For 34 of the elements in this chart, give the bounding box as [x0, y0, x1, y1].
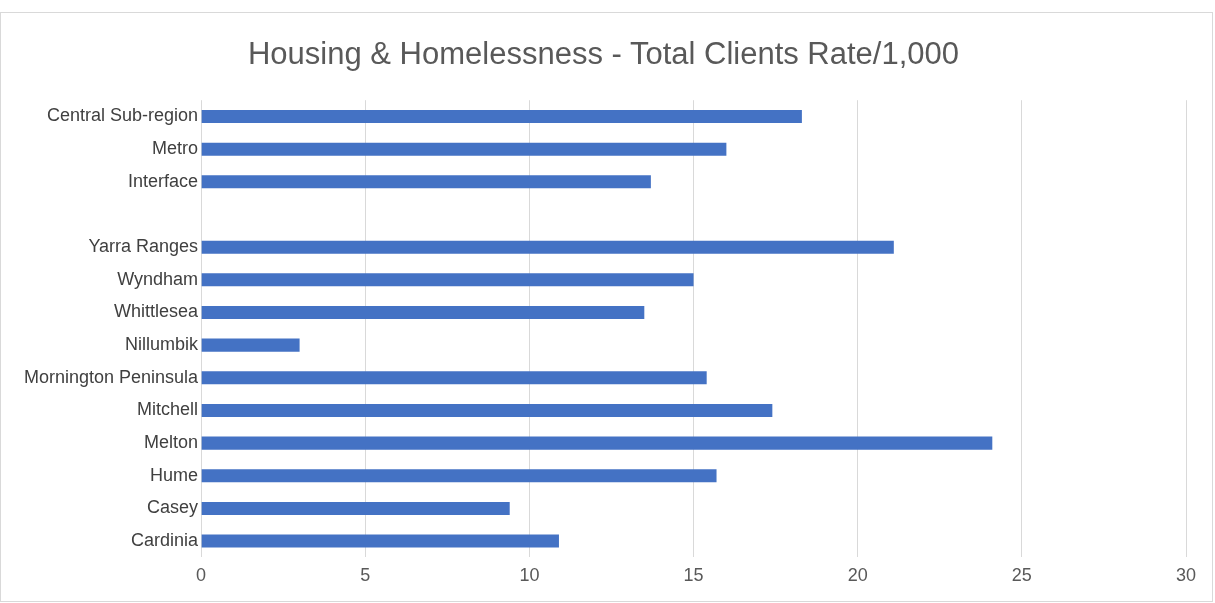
y-tick-label: Metro [152, 138, 199, 159]
bar [201, 273, 694, 287]
x-tick-label: 5 [360, 565, 371, 586]
x-tick-label: 30 [1175, 565, 1197, 586]
y-tick-label: Mornington Peninsula [23, 366, 200, 387]
bar [201, 403, 773, 417]
x-tick-label: 0 [196, 565, 207, 586]
bar [201, 110, 802, 124]
x-tick-label: 20 [847, 565, 868, 586]
bar [201, 142, 727, 156]
y-tick-label: Mitchell [137, 399, 199, 420]
y-tick-label: Casey [147, 497, 199, 518]
y-tick-label: Hume [150, 464, 199, 485]
bar [201, 469, 717, 483]
y-tick-label: Yarra Ranges [88, 236, 199, 257]
bar [201, 175, 651, 189]
x-tick-label: 25 [1011, 565, 1032, 586]
bar [201, 436, 993, 450]
y-tick-label: Central Sub-region [47, 105, 199, 126]
x-tick-label: 10 [519, 565, 540, 586]
bar [201, 305, 645, 319]
bar [201, 240, 894, 254]
bar [201, 501, 510, 515]
y-tick-label: Wyndham [117, 268, 199, 289]
chart-title: Housing & Homelessness - Total Clients Rate/1,000 [247, 36, 960, 72]
y-tick-label: Cardinia [131, 530, 200, 551]
y-tick-label: Melton [144, 432, 199, 453]
y-tick-label: Interface [128, 170, 199, 191]
bar [201, 534, 559, 548]
bar [201, 371, 707, 385]
y-tick-label: Nillumbik [125, 334, 200, 355]
bar [201, 338, 300, 352]
y-tick-label: Whittlesea [114, 301, 200, 322]
x-tick-label: 15 [683, 565, 704, 586]
